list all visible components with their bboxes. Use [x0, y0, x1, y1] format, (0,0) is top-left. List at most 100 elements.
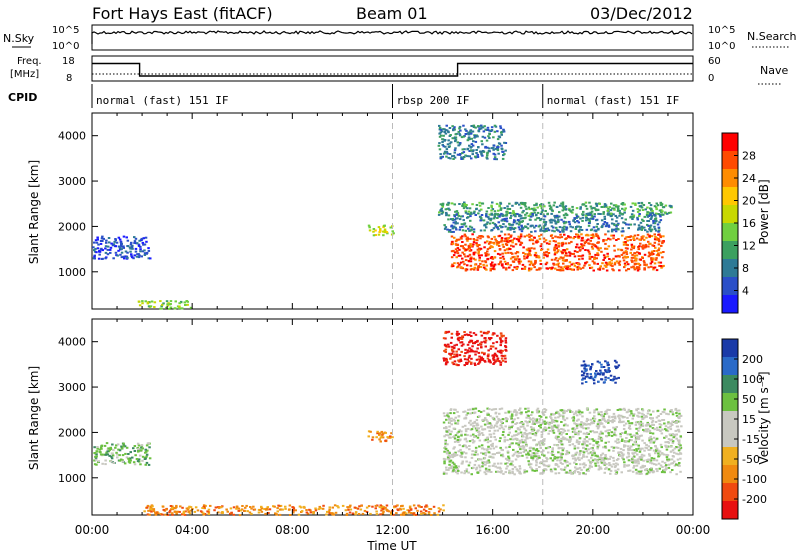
- power-cell: [470, 125, 473, 127]
- velocity-cell: [184, 510, 187, 513]
- power-cell: [183, 301, 186, 304]
- power-cell: [581, 203, 585, 206]
- velocity-cell: [449, 433, 452, 436]
- power-cell: [461, 203, 465, 206]
- power-cell: [472, 241, 476, 244]
- velocity-cell: [557, 430, 560, 433]
- power-cell: [114, 239, 117, 242]
- power-cell: [622, 252, 625, 255]
- velocity-cell: [193, 510, 197, 513]
- velocity-cell: [516, 427, 520, 430]
- power-cell: [581, 216, 585, 219]
- power-cell: [589, 239, 592, 242]
- velocity-cell: [525, 434, 529, 437]
- velocity-cell: [601, 452, 605, 455]
- power-cell: [504, 263, 508, 265]
- velocity-cell: [288, 504, 292, 507]
- velocity-cell: [357, 513, 361, 515]
- power-cell: [596, 252, 599, 255]
- power-cell: [447, 230, 451, 233]
- power-cell: [448, 142, 452, 145]
- power-cell: [461, 241, 464, 243]
- power-cell: [456, 212, 460, 215]
- power-cell: [499, 257, 502, 260]
- velocity-cell: [573, 422, 576, 425]
- velocity-cell: [202, 513, 205, 516]
- velocity-cell: [531, 458, 535, 461]
- velocity-cell: [166, 513, 170, 516]
- power-cell: [439, 131, 442, 134]
- power-cell: [528, 249, 532, 252]
- velocity-cell: [582, 427, 585, 430]
- velocity-cell: [454, 434, 458, 437]
- velocity-cell: [653, 428, 656, 431]
- power-cell: [511, 252, 514, 255]
- power-cell: [524, 205, 527, 208]
- power-cell: [533, 254, 537, 257]
- velocity-cell: [437, 510, 441, 513]
- power-cell: [452, 249, 455, 252]
- power-cell: [138, 254, 141, 257]
- velocity-cell: [532, 448, 535, 451]
- power-cell: [488, 241, 492, 244]
- velocity-colorbar-tick-label: 15: [742, 413, 756, 426]
- velocity-cell: [594, 464, 598, 467]
- power-cell: [613, 207, 616, 210]
- power-cell: [559, 256, 563, 259]
- power-cell: [654, 229, 658, 232]
- power-cell: [472, 124, 476, 127]
- velocity-cell: [380, 505, 384, 508]
- velocity-cell: [174, 510, 177, 513]
- velocity-cell: [469, 434, 473, 437]
- velocity-cell: [486, 448, 489, 451]
- velocity-cell: [248, 511, 252, 514]
- power-cell: [464, 268, 467, 271]
- velocity-cell: [669, 428, 673, 431]
- velocity-cell: [544, 423, 547, 425]
- velocity-cell: [470, 350, 474, 353]
- velocity-cell: [94, 457, 98, 460]
- velocity-cell: [651, 419, 655, 422]
- power-cell: [471, 130, 475, 133]
- power-cell: [610, 212, 613, 215]
- velocity-cell: [664, 425, 668, 428]
- x-axis-label: Time UT: [366, 539, 417, 553]
- velocity-cell: [536, 407, 540, 410]
- power-cell: [604, 261, 608, 264]
- power-cell: [652, 222, 655, 225]
- power-cell: [472, 230, 476, 233]
- velocity-cell: [532, 452, 536, 455]
- velocity-cell: [492, 357, 495, 360]
- power-cell: [485, 223, 488, 226]
- velocity-cell: [460, 344, 464, 347]
- power-cell: [527, 269, 531, 272]
- power-cell: [563, 208, 566, 211]
- power-cell: [460, 156, 463, 159]
- power-cell: [460, 158, 463, 160]
- power-cell: [115, 241, 119, 244]
- velocity-cell: [658, 429, 661, 432]
- power-cell: [649, 212, 652, 215]
- velocity-cell: [664, 441, 667, 444]
- power-cell: [509, 228, 512, 231]
- velocity-cell: [461, 335, 464, 338]
- power-cell: [537, 256, 541, 259]
- velocity-cell: [589, 367, 592, 370]
- power-cell: [591, 217, 595, 220]
- velocity-cell: [443, 415, 447, 417]
- velocity-cell: [540, 431, 544, 433]
- velocity-cell: [476, 422, 479, 425]
- velocity-cell: [489, 415, 492, 418]
- power-cell: [92, 246, 95, 249]
- power-cell: [443, 131, 446, 133]
- power-cell: [470, 228, 473, 231]
- velocity-cell: [626, 464, 629, 467]
- velocity-cell: [590, 452, 594, 455]
- velocity-cell: [232, 513, 235, 516]
- velocity-cell: [630, 458, 634, 460]
- velocity-cell: [494, 411, 498, 414]
- power-cell: [134, 237, 138, 240]
- velocity-cell: [117, 448, 120, 451]
- power-cell: [513, 213, 516, 216]
